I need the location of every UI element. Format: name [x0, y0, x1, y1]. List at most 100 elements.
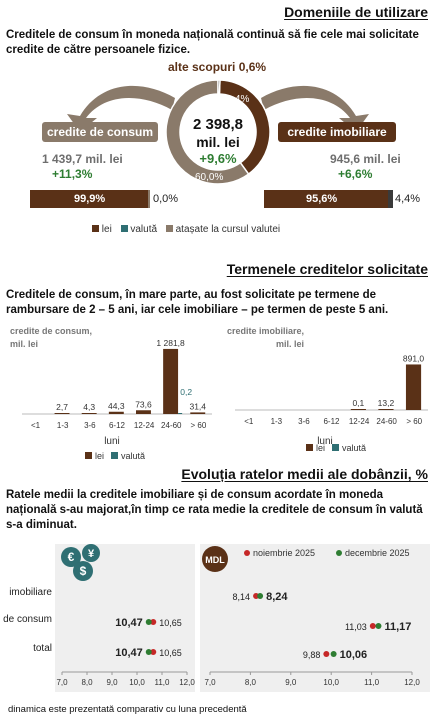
- legend-lei-right: lei: [316, 443, 325, 453]
- consum-label-badge: credite de consum: [42, 122, 158, 142]
- dot-label: 8,24: [266, 591, 288, 603]
- tick-label: > 60: [191, 421, 207, 430]
- consum-other-bar: [148, 190, 150, 208]
- bar-lei: [108, 411, 124, 414]
- x-tick-label: 9,0: [285, 678, 297, 687]
- x-tick-label: 11,0: [364, 678, 380, 687]
- bar-label: 0,1: [352, 398, 364, 408]
- legend-valuta-swatch-left: [111, 452, 118, 459]
- dot-label: 11,03: [345, 622, 367, 632]
- imobiliare-label-badge: credite imobiliare: [278, 122, 396, 142]
- svg-text:¥: ¥: [88, 548, 95, 560]
- consum-lei-pct: 99,9%: [74, 193, 106, 205]
- legend-valuta-right: valută: [342, 443, 366, 453]
- dot-nov: [323, 651, 330, 657]
- bar-label: 13,2: [378, 398, 395, 408]
- tick-label: <1: [244, 417, 254, 426]
- dot-dec: [145, 649, 152, 655]
- legend-atasate: atașate la cursul valutei: [175, 224, 281, 235]
- dot-dec: [375, 623, 382, 629]
- usage-legend: lei valută atașate la cursul valutei: [92, 224, 280, 235]
- bar-label: 4,3: [83, 402, 95, 412]
- usage-donut-graphic: [67, 79, 369, 185]
- bar-label: 44,3: [108, 401, 125, 411]
- tick-label: 6-12: [109, 421, 126, 430]
- consum-chart-title-2: mil. lei: [10, 339, 38, 349]
- tick-label: 1-3: [57, 421, 69, 430]
- imob-change: +6,6%: [338, 167, 373, 181]
- bar-lei: [378, 409, 394, 410]
- row-total: total: [33, 643, 52, 654]
- dot-label: 10,65: [159, 648, 182, 658]
- donut-pct-imobiliare: 39,4%: [221, 94, 250, 105]
- x-tick-label: 11,0: [155, 678, 171, 687]
- terms-charts: credite de consum, mil. lei credite imob…: [10, 326, 428, 461]
- x-tick-label: 12,0: [179, 678, 195, 687]
- imob-other-pct: 4,4%: [395, 193, 421, 205]
- legend-nov: noiembrie 2025: [253, 548, 315, 558]
- rates-charts: € ¥ $ MDL noiembrie 2025 decembrie 2025 …: [3, 544, 430, 692]
- svg-text:$: $: [80, 564, 87, 578]
- imob-other-bar: [388, 190, 393, 208]
- x-tick-label: 7,0: [204, 678, 216, 687]
- bar-label: 31,4: [189, 401, 206, 411]
- mdl-badge-icon: [202, 546, 228, 572]
- bar-lei: [405, 364, 422, 410]
- tick-label: 1-3: [271, 417, 283, 426]
- donut-slice-consum: [165, 79, 250, 185]
- imob-chart-title-2: mil. lei: [276, 339, 304, 349]
- tick-label: 12-24: [349, 417, 370, 426]
- dot-label: 10,65: [159, 618, 182, 628]
- tick-label: 24-60: [161, 421, 182, 430]
- total-change: +9,6%: [199, 151, 237, 166]
- tick-label: 12-24: [134, 421, 155, 430]
- imob-value: 945,6 mil. lei: [330, 152, 401, 166]
- row-imobiliare: imobiliare: [9, 587, 52, 598]
- xlabel-left: luni: [104, 436, 120, 447]
- xlabel-right: luni: [317, 436, 333, 447]
- donut-slice-alte: [217, 79, 221, 95]
- bar-label-valuta: 0,2: [180, 387, 192, 397]
- footer-note: dinamica este prezentată comparativ cu l…: [8, 704, 247, 715]
- consum-lei-bar: [30, 190, 148, 208]
- dot-label: 11,17: [384, 621, 411, 633]
- bar-lei: [190, 412, 206, 414]
- dot-label: 10,47: [115, 617, 143, 629]
- x-tick-label: 8,0: [245, 678, 257, 687]
- bar-lei: [54, 413, 70, 414]
- legend-valuta: valută: [130, 224, 158, 235]
- consum-value: 1 439,7 mil. lei: [42, 152, 123, 166]
- section-intro-terms: Creditele de consum, în mare parte, au f…: [6, 289, 389, 316]
- x-tick-label: 10,0: [323, 678, 339, 687]
- row-consum: de consum: [3, 614, 52, 625]
- bar-lei: [136, 410, 151, 414]
- bar-label: 73,6: [135, 399, 152, 409]
- dot-nov: [150, 649, 157, 655]
- dot-label: 9,88: [303, 650, 321, 660]
- legend-lei-swatch-left: [85, 452, 92, 459]
- legend-dec-dot: [336, 550, 342, 556]
- euro-coin-icon: [61, 547, 81, 567]
- imob-lei-bar: [264, 190, 388, 208]
- mdl-badge-text: MDL: [205, 555, 225, 565]
- bar-lei: [163, 348, 179, 414]
- x-tick-label: 10,0: [129, 678, 145, 687]
- donut-pct-consum: 60,0%: [195, 172, 224, 183]
- section-title-terms: Termenele creditelor solicitate: [226, 261, 428, 277]
- svg-text:€: €: [68, 550, 75, 564]
- bar-lei: [81, 413, 97, 414]
- total-value: 2 398,8: [192, 116, 244, 133]
- imob-lei-pct: 95,6%: [306, 193, 338, 205]
- bar-label: 891,0: [403, 353, 425, 363]
- dot-label: 10,47: [115, 647, 143, 659]
- tick-label: <1: [31, 421, 41, 430]
- x-tick-label: 8,0: [81, 678, 93, 687]
- dot-label: 10,06: [340, 649, 368, 661]
- alte-scopuri-label: alte scopuri 0,6%: [168, 60, 267, 74]
- tick-label: 3-6: [298, 417, 310, 426]
- section-intro-rates: Ratele medii la creditele imobiliare și …: [6, 489, 423, 531]
- legend-lei-left: lei: [95, 451, 104, 461]
- bar-label: 1 281,8: [156, 338, 185, 348]
- tick-label: > 60: [406, 417, 422, 426]
- legend-lei-swatch-right: [306, 444, 313, 451]
